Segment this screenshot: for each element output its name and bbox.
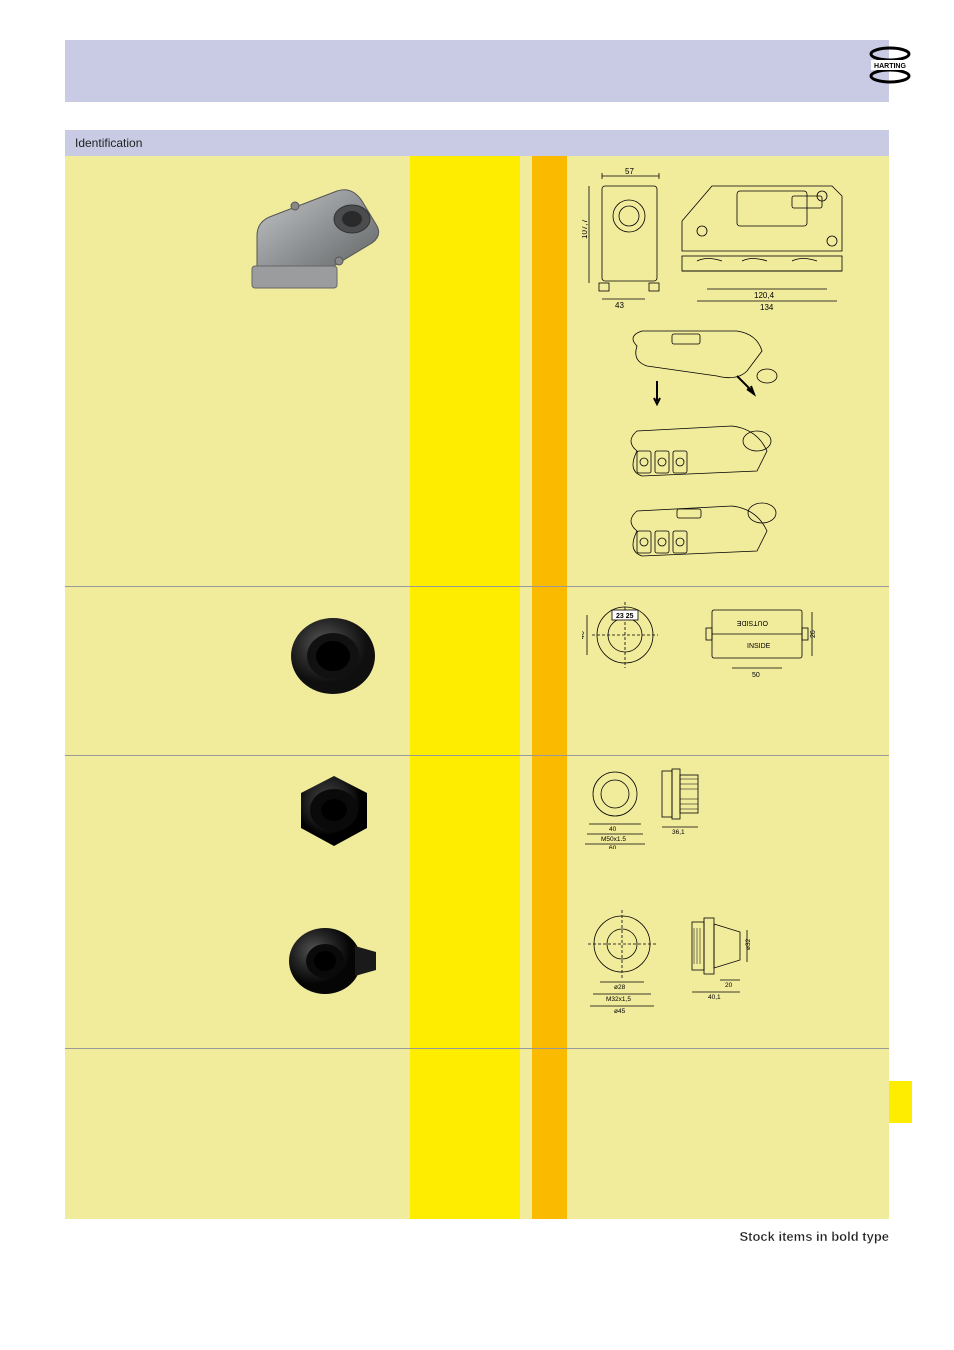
tech-drawing-row2: 23 25 46 OUTSIDE INSIDE 50	[582, 602, 872, 677]
svg-text:46: 46	[582, 631, 586, 639]
svg-text:ø28: ø28	[614, 984, 626, 991]
section-label-text: Identification	[75, 136, 142, 150]
section-label: Identification	[65, 130, 889, 156]
svg-text:107,7: 107,7	[582, 218, 589, 239]
svg-text:60: 60	[609, 845, 617, 849]
svg-text:INSIDE: INSIDE	[747, 643, 771, 650]
tech-drawing-row1: 57 107,7 43	[582, 166, 872, 576]
brand-logo: HARTING	[866, 46, 914, 84]
header-bar: HARTING	[65, 40, 889, 102]
side-tab-marker	[889, 1081, 912, 1123]
svg-text:43: 43	[615, 301, 624, 310]
svg-text:OUTSIDE: OUTSIDE	[737, 619, 768, 626]
svg-text:40,1: 40,1	[708, 994, 721, 1001]
svg-text:ø45: ø45	[614, 1008, 626, 1015]
product-photo-reducer	[287, 768, 382, 858]
footer-note: Stock items in bold type	[0, 1229, 889, 1244]
tech-drawing-row3: 40 M50x1.5 60	[582, 764, 782, 849]
svg-text:57: 57	[625, 167, 634, 176]
svg-text:134: 134	[760, 303, 774, 312]
product-row-3: 40 M50x1.5 60	[65, 756, 889, 898]
svg-text:HARTING: HARTING	[874, 63, 906, 70]
tech-drawing-row4: ø28 M32x1,5 ø45	[582, 910, 812, 1020]
product-row-1: 57 107,7 43	[65, 156, 889, 586]
product-photo-seal	[283, 612, 383, 700]
svg-text:ø32: ø32	[745, 938, 752, 950]
product-row-2: 23 25 46 OUTSIDE INSIDE 50	[65, 587, 889, 755]
svg-text:36,1: 36,1	[672, 829, 685, 836]
svg-text:26: 26	[810, 630, 817, 638]
svg-text:40: 40	[609, 826, 617, 833]
svg-text:120,4: 120,4	[754, 291, 775, 300]
product-row-4: ø28 M32x1,5 ø45	[65, 898, 889, 1048]
product-row-5-empty	[65, 1049, 889, 1219]
svg-text:M32x1,5: M32x1,5	[606, 996, 631, 1003]
svg-text:20: 20	[725, 982, 733, 989]
product-photo-housing	[217, 171, 397, 306]
svg-text:M50x1.5: M50x1.5	[601, 836, 626, 843]
product-photo-enlarger	[283, 916, 383, 1006]
footer-note-text: Stock items in bold type	[739, 1229, 889, 1244]
svg-text:50: 50	[752, 672, 760, 677]
svg-text:23 25: 23 25	[616, 613, 634, 620]
